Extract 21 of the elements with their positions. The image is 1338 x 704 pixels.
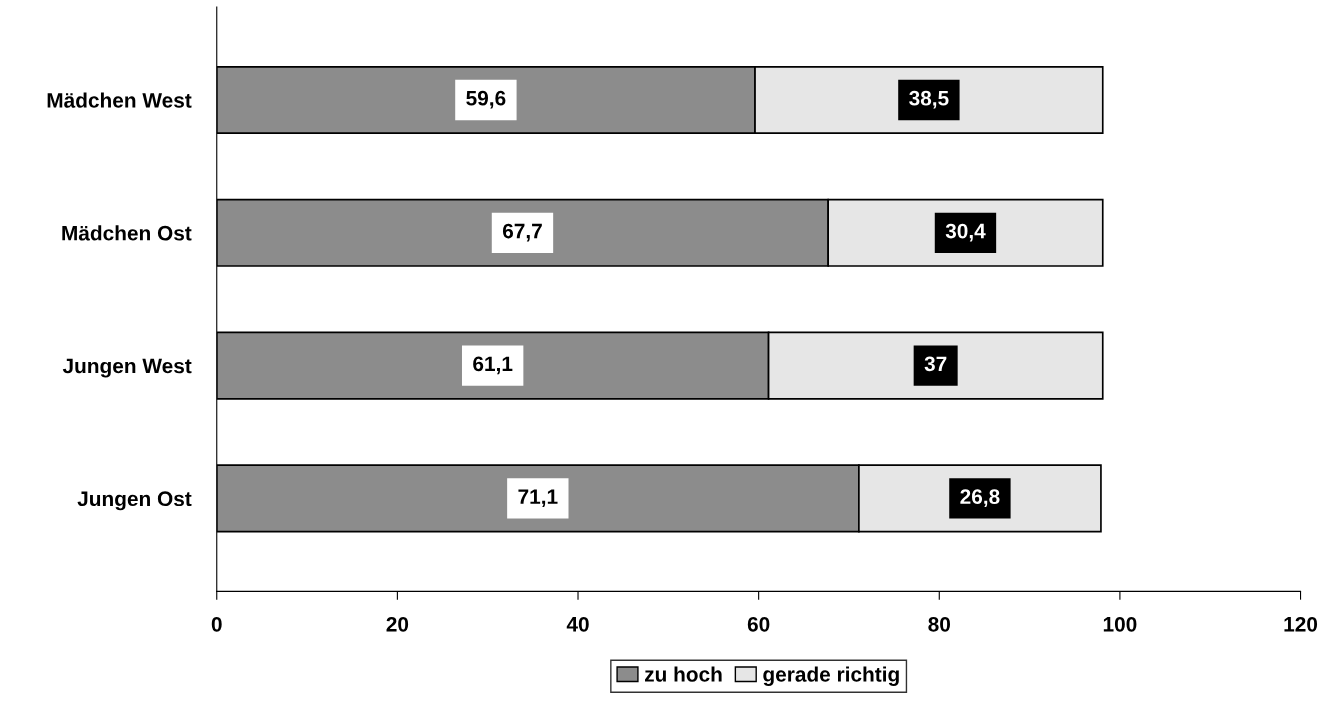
x-tick-label: 40 xyxy=(566,616,589,632)
data-label: 61,1 xyxy=(473,356,513,375)
legend-label: zu hoch xyxy=(645,666,722,682)
data-label: 26,8 xyxy=(960,489,1000,508)
y-tick-label: Mädchen Ost xyxy=(62,225,192,241)
y-tick-label: Jungen West xyxy=(62,358,192,378)
legend-label: gerade richtig xyxy=(763,666,899,686)
x-tick-label: 100 xyxy=(1103,616,1137,632)
x-tick-label: 20 xyxy=(386,616,409,632)
y-tick-label: Jungen Ost xyxy=(77,491,192,511)
data-label: 30,4 xyxy=(945,223,986,242)
x-tick-label: 60 xyxy=(747,616,770,632)
data-label: 67,7 xyxy=(502,223,542,242)
y-tick-label: Mädchen West xyxy=(47,92,192,108)
data-label: 71,1 xyxy=(518,489,558,508)
data-label: 59,6 xyxy=(466,90,506,109)
data-label: 37 xyxy=(924,356,947,372)
x-tick-label: 80 xyxy=(928,616,951,632)
x-tick-label: 0 xyxy=(211,616,222,632)
data-label: 38,5 xyxy=(909,90,949,109)
x-tick-label: 120 xyxy=(1284,616,1318,632)
